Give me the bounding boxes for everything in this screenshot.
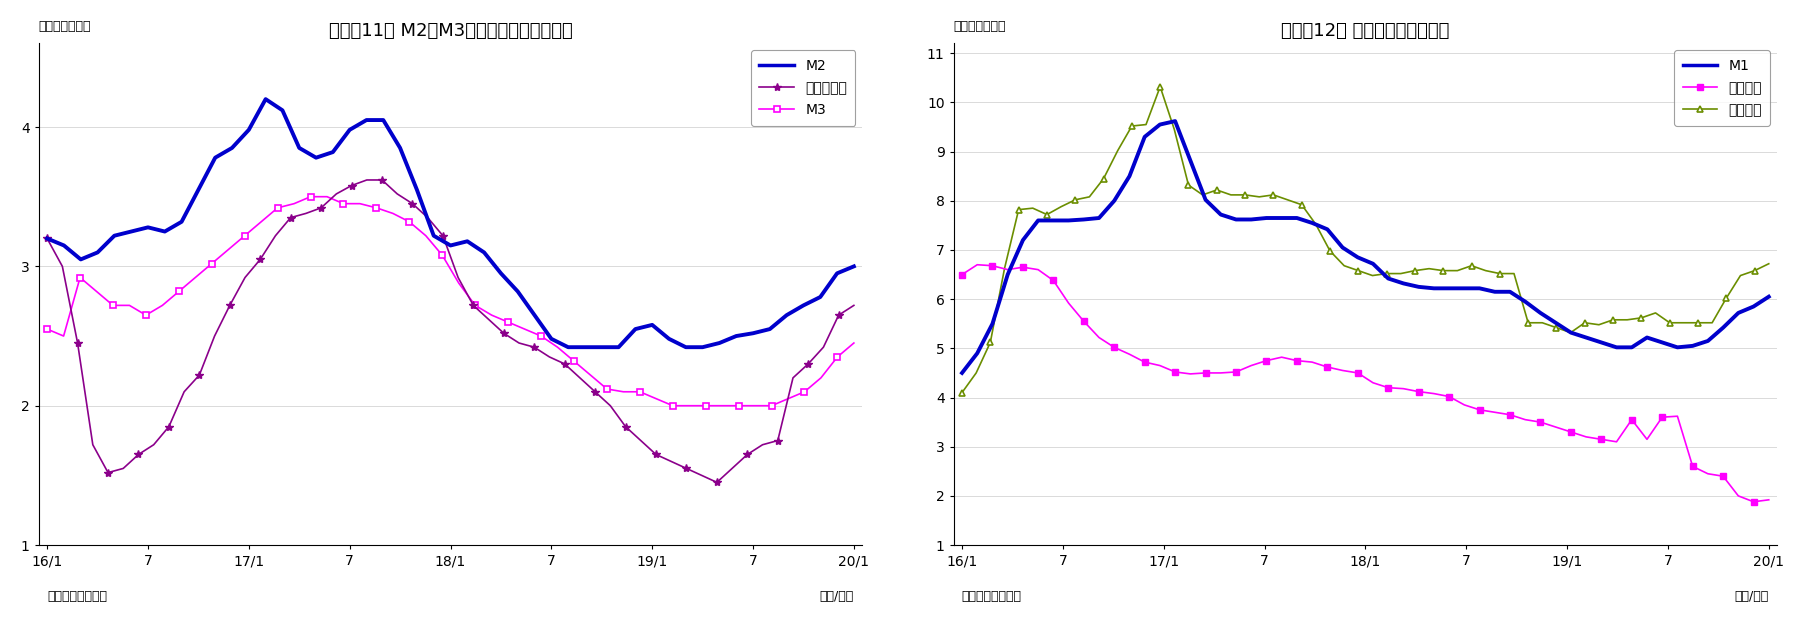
Legend: M2, 広義流動性, M3: M2, 広義流動性, M3 [752, 50, 855, 126]
Title: （図表12） 現金・預金の伸び率: （図表12） 現金・預金の伸び率 [1281, 22, 1449, 40]
Title: （図表11） M2、M3、広義流動性の伸び率: （図表11） M2、M3、広義流動性の伸び率 [329, 22, 573, 40]
Text: （年/月）: （年/月） [820, 590, 855, 603]
Legend: M1, 現金通貨, 預金通貨: M1, 現金通貨, 預金通貨 [1675, 50, 1771, 126]
Text: （年/月）: （年/月） [1735, 590, 1769, 603]
Text: （資料）日本銀行: （資料）日本銀行 [961, 590, 1021, 603]
Text: （前年比、％）: （前年比、％） [954, 21, 1006, 34]
Text: （前年比、％）: （前年比、％） [38, 21, 90, 34]
Text: （資料）日本銀行: （資料）日本銀行 [47, 590, 107, 603]
